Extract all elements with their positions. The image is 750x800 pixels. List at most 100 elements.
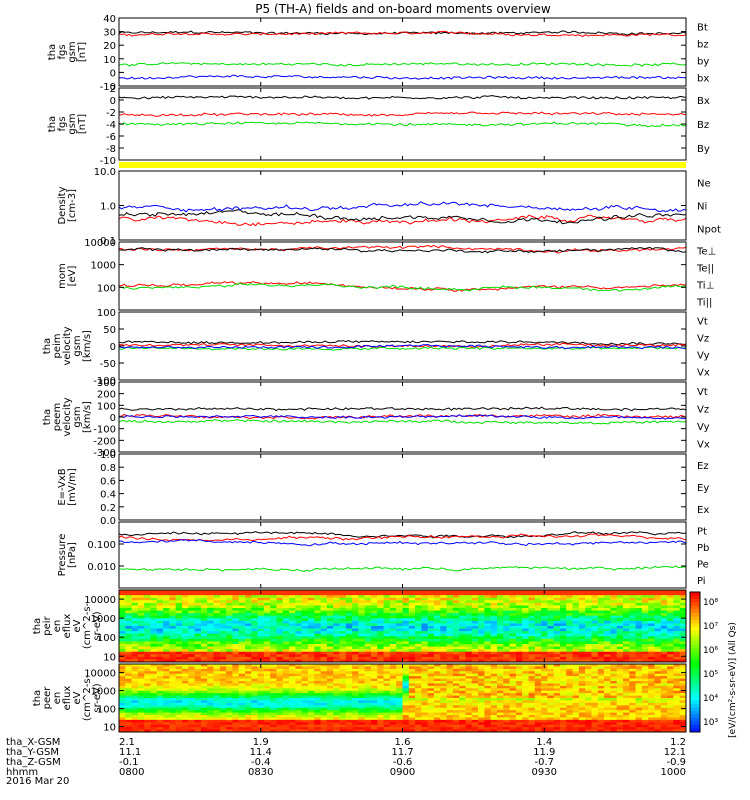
heatmap-cell: [497, 695, 504, 699]
heatmap-cell: [345, 717, 353, 721]
heatmap-cell: [553, 702, 561, 706]
heatmap-cell: [377, 654, 385, 658]
heatmap-cell: [421, 638, 429, 642]
heatmap-cell: [641, 641, 649, 645]
heatmap-cell: [314, 602, 322, 606]
heatmap-cell: [364, 698, 372, 701]
heatmap-cell: [490, 724, 498, 728]
heatmap-cell: [616, 644, 624, 648]
heatmap-cell: [188, 678, 196, 682]
heatmap-cell: [301, 695, 309, 699]
heatmap-cell: [326, 659, 334, 663]
heatmap-cell: [301, 618, 309, 622]
heatmap-cell: [333, 695, 340, 699]
heatmap-cell: [326, 597, 334, 601]
heatmap-cell: [421, 668, 429, 672]
heatmap-cell: [597, 638, 605, 642]
heatmap-cell: [396, 678, 403, 682]
heatmap-cell: [560, 700, 567, 704]
heatmap-cell: [270, 715, 277, 718]
heatmap-cell: [434, 690, 441, 694]
heatmap-cell: [585, 664, 592, 667]
heatmap-cell: [673, 636, 681, 640]
heatmap-cell: [207, 628, 214, 632]
heatmap-cell: [641, 602, 649, 606]
heatmap-cell: [289, 628, 296, 632]
heatmap-cell: [150, 727, 158, 731]
heatmap-cell: [440, 597, 448, 601]
y-axis-label: tha: [42, 338, 53, 354]
heatmap-cell: [509, 712, 517, 716]
heatmap-cell: [188, 654, 196, 658]
heatmap-cell: [667, 602, 674, 606]
heatmap-cell: [352, 702, 359, 706]
heatmap-cell: [137, 683, 145, 687]
heatmap-cell: [471, 605, 479, 609]
heatmap-cell: [163, 613, 170, 617]
heatmap-cell: [289, 698, 296, 701]
heatmap-cell: [131, 724, 139, 728]
heatmap-cell: [440, 620, 448, 624]
heatmap-cell: [295, 715, 303, 718]
heatmap-cell: [219, 641, 227, 645]
heatmap-cell: [169, 678, 177, 682]
heatmap-cell: [629, 608, 637, 612]
heatmap-cell: [207, 715, 214, 718]
heatmap-cell: [396, 705, 403, 709]
heatmap-cell: [452, 628, 460, 632]
heatmap-cell: [471, 597, 479, 601]
heatmap-cell: [522, 705, 529, 709]
heatmap-cell: [238, 602, 246, 606]
heatmap-cell: [459, 605, 466, 609]
heatmap-cell: [522, 626, 529, 630]
heatmap-cell: [440, 681, 448, 684]
heatmap-cell: [597, 626, 605, 630]
legend-label: Vy: [697, 351, 710, 362]
heatmap-cell: [314, 620, 322, 624]
heatmap-cell: [213, 641, 221, 645]
heatmap-cell: [289, 592, 296, 596]
heatmap-cell: [402, 702, 410, 706]
heatmap-cell: [389, 695, 397, 699]
heatmap-cell: [522, 613, 529, 617]
heatmap-cell: [175, 685, 183, 689]
heatmap-cell: [440, 659, 448, 663]
heatmap-cell: [560, 695, 567, 699]
heatmap-cell: [194, 618, 202, 622]
heatmap-cell: [541, 678, 548, 682]
legend-label: Vt: [697, 317, 708, 328]
legend-label: Ti⊥: [696, 281, 714, 292]
heatmap-cell: [270, 631, 277, 635]
heatmap-cell: [301, 685, 309, 689]
heatmap-cell: [522, 729, 529, 733]
heatmap-cell: [478, 698, 485, 701]
heatmap-cell: [364, 631, 372, 635]
series-line-npot: [118, 201, 687, 213]
heatmap-cell: [301, 707, 309, 711]
heatmap-cell: [301, 671, 309, 675]
heatmap-cell: [459, 676, 466, 680]
heatmap-cell: [446, 700, 454, 704]
heatmap-cell: [553, 681, 561, 684]
heatmap-cell: [528, 620, 536, 624]
heatmap-cell: [144, 668, 151, 672]
heatmap-cell: [604, 659, 611, 663]
heatmap-cell: [194, 623, 202, 627]
heatmap-cell: [238, 651, 246, 655]
heatmap-cell: [440, 590, 448, 594]
heatmap-cell: [194, 613, 202, 617]
heatmap-cell: [534, 618, 542, 622]
heatmap-cell: [339, 673, 347, 677]
heatmap-cell: [572, 668, 580, 672]
heatmap-cell: [163, 712, 170, 716]
heatmap-cell: [371, 690, 378, 694]
heatmap-cell: [289, 693, 296, 697]
heatmap-cell: [560, 702, 567, 706]
heatmap-cell: [226, 676, 233, 680]
heatmap-cell: [427, 664, 435, 667]
heatmap-cell: [578, 685, 586, 689]
heatmap-cell: [257, 722, 265, 726]
heatmap-cell: [522, 668, 529, 672]
heatmap-cell: [131, 610, 139, 614]
heatmap-cell: [257, 698, 265, 701]
